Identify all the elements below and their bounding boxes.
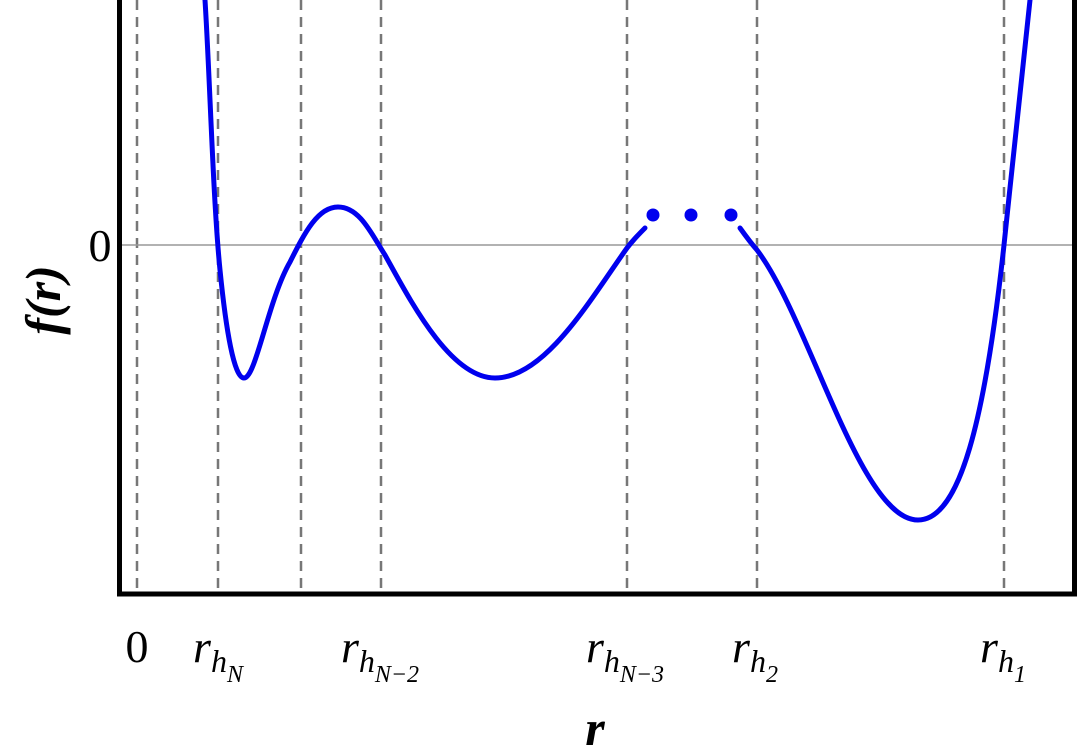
label-sub: h: [998, 643, 1014, 679]
curve-left: [202, 0, 648, 381]
dot: [646, 208, 660, 222]
label-subsub: N: [226, 662, 245, 688]
label-sub: h: [211, 643, 227, 679]
label-subsub: 2: [766, 662, 778, 688]
x-tick-label: rhN−3: [586, 621, 664, 688]
ellipsis: [646, 208, 738, 222]
label-base: r: [586, 621, 605, 672]
frame: [117, 0, 1077, 597]
y-tick-label: 0: [89, 220, 112, 271]
label-sub: h: [604, 643, 620, 679]
x-tick-label: 0: [126, 621, 149, 672]
x-tick-label: rhN−2: [341, 621, 419, 688]
x-tick-label: rh1: [980, 621, 1026, 688]
label-base: r: [341, 621, 360, 672]
label-base: r: [732, 621, 751, 672]
label-subsub: N−3: [619, 662, 664, 688]
label-sub: h: [359, 643, 375, 679]
dot: [724, 208, 738, 222]
x-tick-label: rhN: [193, 621, 245, 688]
label-base: r: [980, 621, 999, 672]
x-axis-title: r: [585, 700, 605, 756]
y-axis-title: f(r): [15, 265, 71, 334]
x-tick-label: rh2: [732, 621, 778, 688]
label-subsub: N−2: [374, 662, 419, 688]
guide-lines: [135, 0, 1006, 596]
dot: [684, 208, 698, 222]
label-base: r: [193, 621, 212, 672]
curve-right: [737, 0, 1033, 523]
curve: [202, 0, 1033, 523]
label-sub: h: [750, 643, 766, 679]
label-subsub: 1: [1014, 662, 1026, 688]
